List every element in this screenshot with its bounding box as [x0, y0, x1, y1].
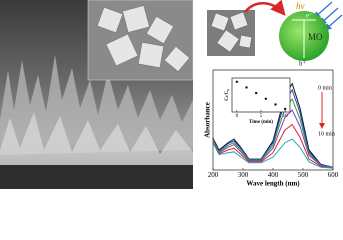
y-axis-label: Absorbance — [204, 102, 212, 138]
spectrum-line — [212, 82, 334, 168]
plot-frame — [231, 77, 291, 113]
spectrum-line — [212, 88, 334, 168]
data-point — [264, 97, 268, 100]
electron-label: e⁻ — [306, 12, 313, 20]
spectrum-line — [212, 109, 334, 169]
hole-label: h⁺ — [299, 60, 307, 68]
x-tick-label: 300 — [238, 171, 249, 179]
x-axis-label: Wave length (nm) — [246, 180, 300, 188]
x-tick-label: 200 — [208, 171, 219, 179]
x-tick-label: 500 — [298, 171, 309, 179]
data-point — [245, 86, 248, 89]
data-point — [235, 80, 239, 83]
graphical-abstract: hν MO h⁺ e⁻ 200 300 400 500 600 Wave length (… — [0, 0, 343, 189]
y-axis-label: Cₜ/C₀ — [225, 89, 230, 101]
particle-label: MO — [308, 32, 323, 42]
transfer-arrow — [244, 0, 286, 16]
annotation: 0 min — [318, 85, 332, 91]
spectrum-line — [212, 123, 334, 169]
x-tick-label: 10 — [283, 114, 289, 119]
annotation: 10 min — [318, 131, 335, 137]
x-tick-label: 5 — [260, 114, 263, 119]
spectrum-line — [212, 138, 334, 169]
x-tick-label: 600 — [328, 171, 339, 179]
data-point — [283, 107, 287, 111]
sem-image — [0, 0, 194, 189]
data-point — [274, 103, 277, 106]
spectra-chart: 200 300 400 500 600 Wave length (nm) Absorbanc… — [204, 69, 339, 188]
spectrum-line — [212, 98, 334, 168]
x-tick-label: 400 — [268, 171, 279, 179]
sem-thumbnail — [207, 10, 255, 56]
x-tick-label: 0 — [236, 114, 239, 119]
x-axis-label: Time (min) — [249, 120, 273, 125]
light-label: hν — [296, 1, 305, 11]
data-point — [254, 91, 258, 95]
